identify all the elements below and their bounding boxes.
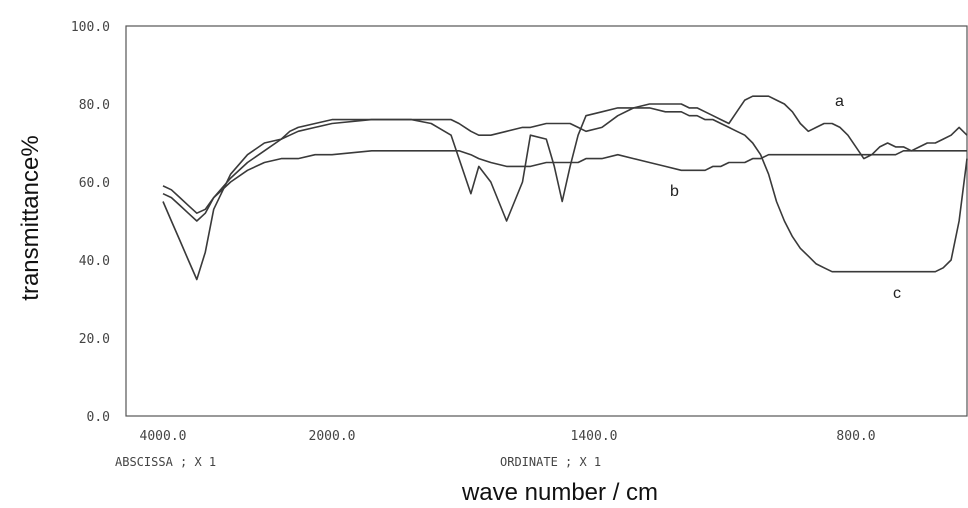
ordinate-note: ORDINATE ; X 1	[500, 455, 601, 469]
y-tick-label: 0.0	[87, 410, 110, 425]
x-tick-label: 800.0	[836, 429, 875, 444]
y-axis: 100.0 80.0 60.0 40.0 20.0 0.0	[71, 20, 110, 425]
y-tick-label: 100.0	[71, 20, 110, 35]
y-tick-label: 20.0	[79, 332, 110, 347]
x-axis-title: wave number / cm	[461, 479, 658, 506]
plot-frame	[125, 25, 968, 417]
curve-label-a: a	[835, 93, 844, 110]
y-tick-label: 40.0	[79, 254, 110, 269]
x-tick-label: 1400.0	[571, 429, 618, 444]
series-layer	[162, 95, 968, 281]
y-axis-title: transmittance%	[17, 135, 44, 300]
series-line-b	[162, 150, 967, 222]
series-line-c	[162, 107, 968, 281]
abscissa-note: ABSCISSA ; X 1	[115, 455, 216, 469]
curve-label-b: b	[670, 183, 679, 200]
x-axis: 4000.0 2000.0 1400.0 800.0	[140, 429, 876, 444]
curve-label-c: c	[893, 285, 901, 302]
y-tick-label: 80.0	[79, 98, 110, 113]
x-tick-label: 4000.0	[140, 429, 187, 444]
y-tick-label: 60.0	[79, 176, 110, 191]
x-tick-label: 2000.0	[309, 429, 356, 444]
